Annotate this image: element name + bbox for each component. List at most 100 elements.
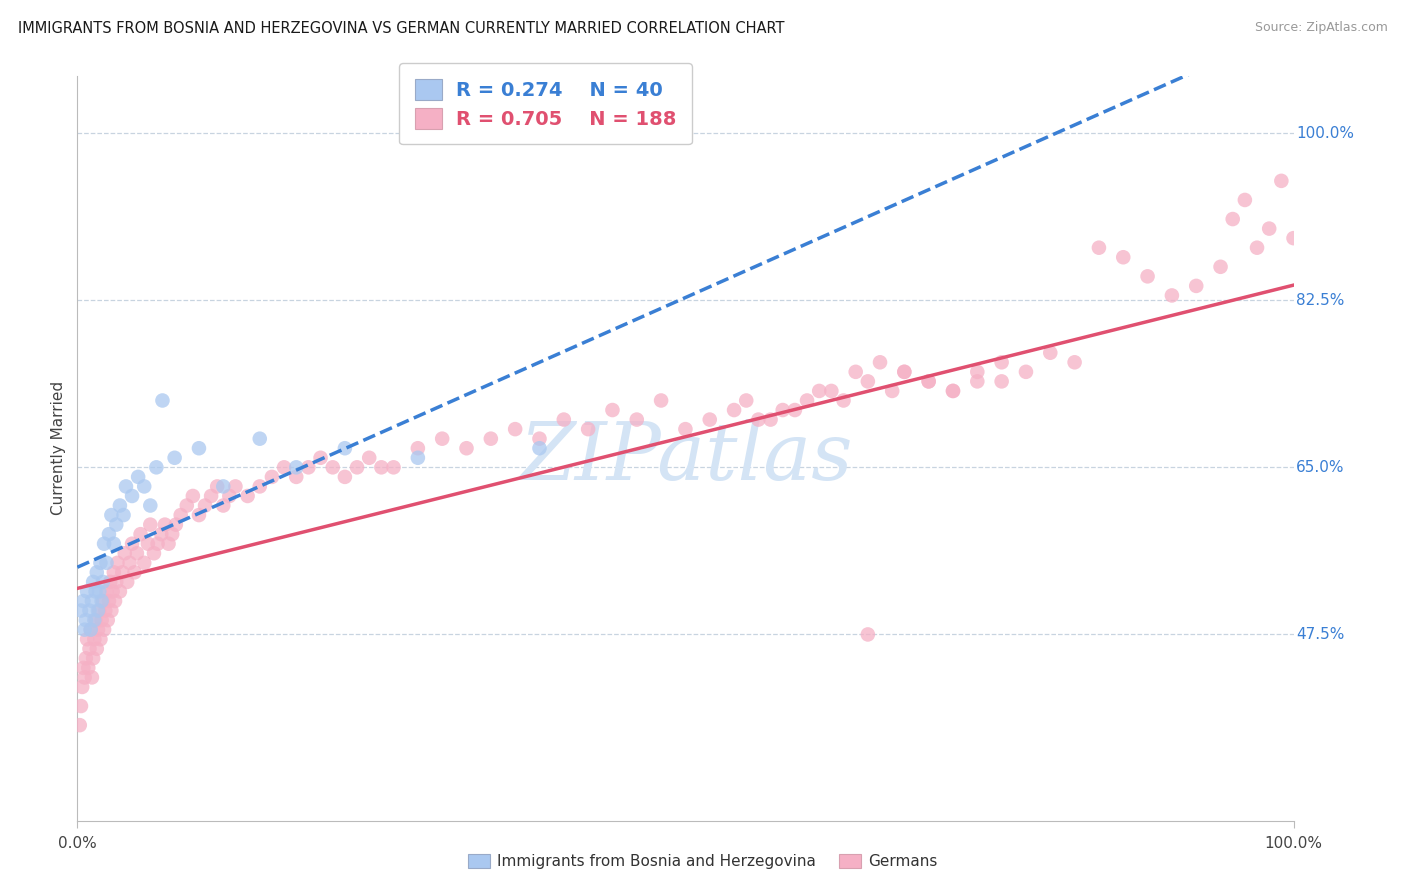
Point xyxy=(107,556,129,570)
Point xyxy=(104,594,127,608)
Point xyxy=(796,393,818,408)
Text: 65.0%: 65.0% xyxy=(1296,460,1344,475)
Point xyxy=(1209,260,1232,274)
Point xyxy=(136,537,159,551)
Point xyxy=(97,613,120,627)
Point xyxy=(114,546,136,560)
Point xyxy=(76,632,98,647)
Point xyxy=(856,375,879,389)
Point xyxy=(626,412,648,426)
Text: 100.0%: 100.0% xyxy=(1296,126,1354,141)
Point xyxy=(77,661,100,675)
Point xyxy=(200,489,222,503)
Point xyxy=(772,403,794,417)
Point xyxy=(882,384,904,398)
Point xyxy=(100,603,122,617)
Point xyxy=(309,450,332,465)
Point xyxy=(86,641,108,656)
Y-axis label: Currently Married: Currently Married xyxy=(51,381,66,516)
Point xyxy=(84,584,107,599)
Point xyxy=(832,393,855,408)
Point xyxy=(76,584,98,599)
Point xyxy=(121,537,143,551)
Point xyxy=(90,613,112,627)
Point xyxy=(1258,221,1281,235)
Point xyxy=(80,594,103,608)
Point xyxy=(127,470,149,484)
Point xyxy=(115,479,138,493)
Point xyxy=(134,479,156,493)
Point xyxy=(1185,279,1208,293)
Point xyxy=(89,556,111,570)
Point xyxy=(170,508,193,522)
Point xyxy=(90,594,112,608)
Point xyxy=(152,393,174,408)
Point xyxy=(94,603,117,617)
Text: 47.5%: 47.5% xyxy=(1296,627,1344,642)
Point xyxy=(79,641,101,656)
Point xyxy=(966,365,988,379)
Point xyxy=(79,603,101,617)
Point xyxy=(735,393,758,408)
Point xyxy=(146,537,169,551)
Point xyxy=(96,556,118,570)
Point xyxy=(84,613,107,627)
Point xyxy=(121,489,143,503)
Point xyxy=(100,508,122,522)
Point xyxy=(576,422,599,436)
Point xyxy=(1088,241,1111,255)
Point xyxy=(72,661,94,675)
Point xyxy=(370,460,392,475)
Point xyxy=(1015,890,1038,892)
Point xyxy=(124,566,146,580)
Point xyxy=(188,508,211,522)
Point xyxy=(783,403,806,417)
Point xyxy=(73,623,96,637)
Point xyxy=(98,574,121,589)
Point xyxy=(188,442,211,456)
Point xyxy=(273,460,295,475)
Point xyxy=(990,355,1012,369)
Point xyxy=(1222,212,1244,227)
Point xyxy=(820,384,842,398)
Point xyxy=(125,546,148,560)
Point xyxy=(322,460,344,475)
Point xyxy=(97,527,120,541)
Point xyxy=(129,527,152,541)
Point xyxy=(723,403,745,417)
Point xyxy=(1039,345,1062,359)
Point xyxy=(260,470,283,484)
Point xyxy=(503,422,526,436)
Point xyxy=(83,632,105,647)
Point xyxy=(602,403,624,417)
Point xyxy=(70,603,93,617)
Point xyxy=(285,470,308,484)
Point xyxy=(918,375,941,389)
Point xyxy=(1088,871,1111,885)
Point xyxy=(430,432,453,446)
Point xyxy=(285,460,308,475)
Point xyxy=(918,375,941,389)
Point xyxy=(1161,288,1184,302)
Point xyxy=(942,384,965,398)
Point xyxy=(856,627,879,641)
Point xyxy=(181,489,204,503)
Point xyxy=(87,603,110,617)
Point xyxy=(96,584,118,599)
Point xyxy=(479,432,502,446)
Point xyxy=(86,566,108,580)
Point xyxy=(134,556,156,570)
Point xyxy=(893,365,915,379)
Point xyxy=(1282,231,1305,245)
Point xyxy=(759,412,782,426)
Legend: Immigrants from Bosnia and Herzegovina, Germans: Immigrants from Bosnia and Herzegovina, … xyxy=(463,848,943,875)
Point xyxy=(157,537,180,551)
Point xyxy=(70,699,93,714)
Point xyxy=(194,499,217,513)
Point xyxy=(101,584,124,599)
Point xyxy=(346,460,368,475)
Point xyxy=(333,470,356,484)
Point xyxy=(153,517,176,532)
Point xyxy=(70,680,93,694)
Point xyxy=(93,537,115,551)
